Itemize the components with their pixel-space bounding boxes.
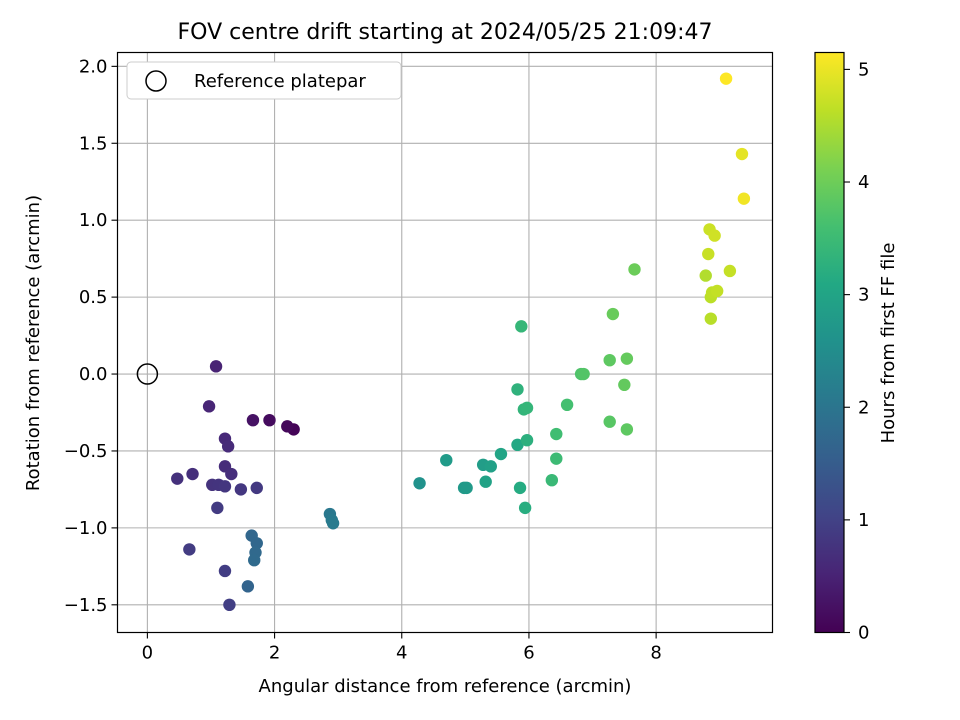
colorbar-tick-label: 1 bbox=[858, 510, 869, 531]
data-point bbox=[545, 473, 559, 487]
y-tick-label: −1.5 bbox=[64, 595, 108, 616]
grid bbox=[117, 52, 773, 633]
legend-box bbox=[126, 61, 402, 100]
data-point bbox=[515, 320, 528, 333]
data-point bbox=[202, 400, 216, 413]
data-point bbox=[225, 467, 238, 481]
data-point bbox=[560, 398, 574, 412]
data-point bbox=[494, 447, 508, 461]
data-point bbox=[618, 378, 631, 392]
data-point bbox=[248, 553, 261, 567]
data-point bbox=[704, 312, 718, 325]
chart-title: FOV centre drift starting at 2024/05/25 … bbox=[178, 20, 713, 45]
y-tick-label: −0.5 bbox=[64, 441, 108, 462]
colorbar-ticks: 0 1 2 3 4 5 bbox=[844, 59, 869, 644]
data-points bbox=[171, 72, 751, 612]
colorbar: 0 1 2 3 4 5 Hours from first FF file bbox=[814, 51, 899, 644]
colorbar-tick-label: 5 bbox=[858, 59, 869, 80]
colorbar-tick-label: 0 bbox=[858, 623, 869, 644]
x-tick-label: 2 bbox=[269, 643, 280, 664]
x-tick-label: 4 bbox=[396, 643, 407, 664]
data-point bbox=[186, 467, 199, 481]
y-tick-label: 1.5 bbox=[79, 133, 108, 154]
reference-platepar-marker bbox=[136, 363, 159, 385]
data-point bbox=[699, 269, 712, 282]
data-point bbox=[281, 420, 294, 433]
y-tick-label: 0.5 bbox=[79, 287, 108, 308]
data-point bbox=[511, 438, 524, 452]
data-point bbox=[221, 440, 235, 453]
data-point bbox=[234, 483, 248, 496]
data-point bbox=[246, 413, 260, 427]
data-point bbox=[710, 284, 724, 298]
data-point bbox=[241, 580, 255, 593]
data-point bbox=[735, 147, 749, 161]
data-point bbox=[218, 564, 232, 578]
data-point bbox=[723, 264, 737, 278]
data-point bbox=[550, 427, 563, 441]
data-point bbox=[223, 598, 236, 612]
x-axis-label: Angular distance from reference (arcmin) bbox=[259, 676, 632, 697]
data-point bbox=[326, 517, 340, 530]
legend: Reference platepar bbox=[126, 61, 402, 100]
data-point bbox=[620, 352, 634, 365]
data-point bbox=[413, 477, 426, 490]
y-tick-label: 0.0 bbox=[79, 364, 108, 385]
data-point bbox=[708, 229, 721, 242]
y-axis: −1.5 −1.0 −0.5 0.0 0.5 1.0 1.5 2.0 bbox=[64, 56, 118, 616]
colorbar-tick-label: 3 bbox=[858, 285, 869, 306]
data-point bbox=[606, 307, 620, 321]
legend-reference-marker bbox=[145, 70, 167, 92]
data-point bbox=[171, 472, 184, 485]
plot-frame bbox=[116, 51, 774, 634]
data-point bbox=[702, 247, 715, 261]
data-point bbox=[183, 543, 196, 556]
data-point bbox=[628, 263, 641, 276]
colorbar-tick-label: 4 bbox=[858, 172, 869, 193]
x-tick-label: 8 bbox=[650, 643, 661, 664]
colorbar-tick-label: 2 bbox=[858, 397, 869, 418]
data-point bbox=[211, 501, 224, 515]
data-point bbox=[518, 501, 532, 515]
data-point bbox=[603, 353, 616, 367]
data-point bbox=[511, 383, 524, 396]
data-point bbox=[263, 413, 276, 427]
data-point bbox=[218, 480, 232, 493]
y-axis-label: Rotation from reference (arcmin) bbox=[23, 195, 44, 491]
data-point bbox=[620, 423, 634, 436]
data-point bbox=[550, 452, 563, 465]
data-point bbox=[577, 367, 590, 381]
data-point bbox=[250, 481, 263, 495]
data-point bbox=[250, 537, 263, 550]
data-point bbox=[719, 72, 733, 85]
data-point bbox=[603, 415, 616, 428]
y-tick-label: −1.0 bbox=[64, 518, 108, 539]
x-tick-label: 6 bbox=[523, 643, 534, 664]
data-point bbox=[479, 475, 492, 488]
x-tick-label: 0 bbox=[142, 643, 153, 664]
x-axis: 0 2 4 6 8 bbox=[142, 632, 662, 664]
data-point bbox=[520, 433, 534, 447]
legend-reference-label: Reference platepar bbox=[194, 71, 366, 92]
y-tick-label: 1.0 bbox=[79, 210, 108, 231]
data-point bbox=[513, 481, 527, 495]
data-point bbox=[737, 192, 751, 205]
data-point bbox=[484, 460, 497, 473]
y-tick-label: 2.0 bbox=[79, 56, 108, 77]
data-point bbox=[440, 453, 453, 467]
colorbar-label: Hours from first FF file bbox=[878, 243, 899, 444]
colorbar-gradient bbox=[814, 51, 845, 634]
data-point bbox=[520, 401, 534, 415]
data-point bbox=[209, 360, 223, 373]
data-point bbox=[460, 481, 473, 495]
